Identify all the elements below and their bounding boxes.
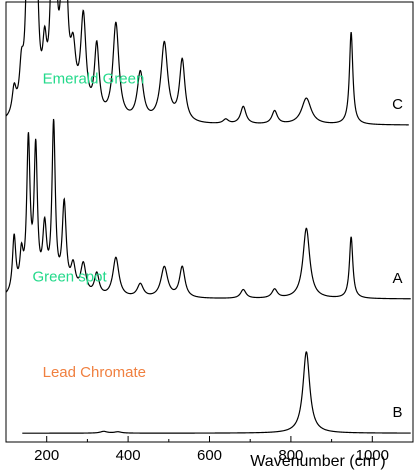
trace-letter-c: C (392, 96, 403, 113)
x-axis: 200 400 600 800 1000 (5, 436, 414, 464)
x-tick-label: 600 (197, 447, 222, 464)
annotation-c: Emerald Green (43, 70, 145, 87)
spectrum-line-a (5, 118, 411, 300)
x-axis-label: Wavenumber (cm ) (250, 453, 385, 470)
spectrum-line-b (22, 351, 411, 434)
annotation-b: Lead Chromate (43, 364, 146, 381)
trace-letter-a: A (393, 270, 403, 287)
annotation-a: Green spot (32, 268, 107, 285)
trace-letter-b: B (393, 404, 403, 421)
x-tick-label: 400 (116, 447, 141, 464)
x-tick-label: 1000 (356, 447, 389, 464)
x-tick-label: 800 (278, 447, 303, 464)
annotations: C Emerald Green A Green spot B Lead Chromate (32, 70, 403, 421)
x-tick-label: 200 (34, 447, 59, 464)
spectrum-line-c (5, 0, 409, 126)
spectrum-traces (5, 0, 411, 434)
